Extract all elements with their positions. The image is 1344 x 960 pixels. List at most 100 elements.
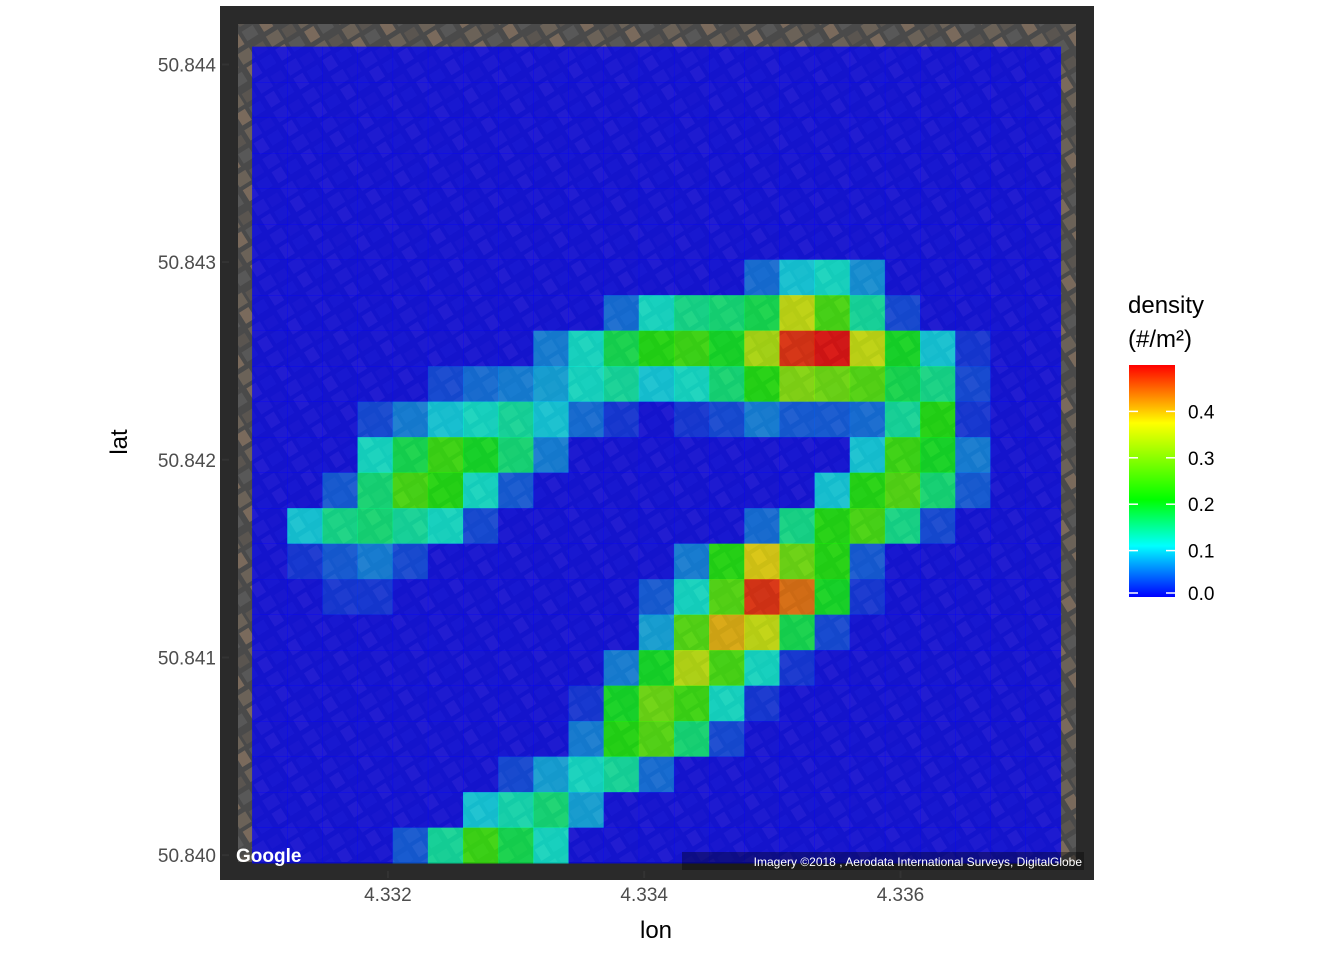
heatmap-cell xyxy=(884,472,921,509)
heatmap-cell xyxy=(322,508,358,545)
heatmap-cell xyxy=(673,792,710,828)
heatmap-cell xyxy=(568,82,605,119)
heatmap-cell xyxy=(533,827,569,864)
heatmap-cell xyxy=(357,650,394,686)
heatmap-cell xyxy=(427,153,464,190)
heatmap-cell xyxy=(638,330,675,367)
heatmap-cell xyxy=(498,792,534,828)
heatmap-cell xyxy=(884,46,921,83)
heatmap-cell xyxy=(779,579,815,616)
heatmap-cell xyxy=(1025,259,1062,296)
heatmap-cell xyxy=(252,153,288,190)
heatmap-cell xyxy=(638,685,675,722)
heatmap-cell xyxy=(568,543,605,580)
heatmap-cell xyxy=(392,46,429,83)
heatmap-cell xyxy=(252,685,288,722)
heatmap-cell xyxy=(252,543,288,580)
heatmap-cell xyxy=(673,401,710,438)
heatmap-cell xyxy=(955,295,991,332)
heatmap-cell xyxy=(814,792,851,828)
heatmap-cell xyxy=(498,472,534,509)
heatmap-cell xyxy=(920,437,956,474)
heatmap-cell xyxy=(744,188,780,225)
heatmap-cell xyxy=(849,650,886,686)
heatmap-cell xyxy=(744,827,780,864)
heatmap-cell xyxy=(392,756,429,793)
legend-label: 0.4 xyxy=(1188,402,1215,423)
heatmap-cell xyxy=(427,756,464,793)
legend-label: 0.3 xyxy=(1188,449,1214,470)
basemap-dark-border xyxy=(220,6,1094,880)
heatmap-cell xyxy=(779,437,815,474)
heatmap-cell xyxy=(498,330,534,367)
heatmap-cell xyxy=(322,650,358,686)
heatmap-cell xyxy=(463,614,499,651)
heatmap-cell xyxy=(849,792,886,828)
heatmap-cell xyxy=(357,685,394,722)
heatmap-cell xyxy=(884,330,921,367)
heatmap-cell xyxy=(673,153,710,190)
heatmap-cell xyxy=(990,650,1026,686)
heatmap-cell xyxy=(533,721,569,757)
heatmap-cell xyxy=(1025,224,1062,261)
heatmap-cell xyxy=(427,82,464,119)
heatmap-cell xyxy=(955,117,991,154)
heatmap-cell xyxy=(498,508,534,545)
heatmap-cell xyxy=(603,295,640,332)
heatmap-cell xyxy=(392,295,429,332)
heatmap-cell xyxy=(322,330,358,367)
heatmap-cell xyxy=(498,650,534,686)
heatmap-cell xyxy=(709,685,745,722)
heatmap-cell xyxy=(427,579,464,616)
heatmap-cell xyxy=(990,224,1026,261)
heatmap-cell xyxy=(990,685,1026,722)
heatmap-cell xyxy=(463,650,499,686)
heatmap-cell xyxy=(638,756,675,793)
heatmap-cell xyxy=(884,188,921,225)
heatmap-cell xyxy=(744,792,780,828)
heatmap-cell xyxy=(463,543,499,580)
heatmap-cell xyxy=(920,721,956,757)
heatmap-cell xyxy=(955,579,991,616)
heatmap-cell xyxy=(392,543,429,580)
heatmap-cell xyxy=(603,614,640,651)
heatmap-cell xyxy=(779,153,815,190)
heatmap-cell xyxy=(498,756,534,793)
heatmap-cell xyxy=(744,117,780,154)
heatmap-cell xyxy=(533,117,569,154)
x-axis-title: lon xyxy=(640,917,672,944)
heatmap-cell xyxy=(603,46,640,83)
heatmap-cell xyxy=(638,472,675,509)
heatmap-cell xyxy=(709,153,745,190)
heatmap-cell xyxy=(920,188,956,225)
heatmap-cell xyxy=(463,259,499,296)
heatmap-cell xyxy=(427,508,464,545)
heatmap-cell xyxy=(920,82,956,119)
heatmap-cell xyxy=(498,117,534,154)
heatmap-cell xyxy=(673,650,710,686)
heatmap-cell xyxy=(498,401,534,438)
heatmap-cell xyxy=(568,827,605,864)
heatmap-cell xyxy=(673,472,710,509)
heatmap-cell xyxy=(849,153,886,190)
heatmap-cell xyxy=(1025,685,1062,722)
heatmap-cell xyxy=(814,188,851,225)
color-legend: density (#/m²) 0.4 0.3 0.2 0.1 0.0 xyxy=(1128,292,1215,605)
heatmap-cell xyxy=(673,685,710,722)
heatmap-cell xyxy=(463,508,499,545)
heatmap-cell xyxy=(884,153,921,190)
heatmap-cell xyxy=(744,756,780,793)
heatmap-cell xyxy=(427,827,464,864)
heatmap-cell xyxy=(709,82,745,119)
heatmap-cell xyxy=(427,614,464,651)
heatmap-cell xyxy=(638,437,675,474)
heatmap-cell xyxy=(392,472,429,509)
heatmap-cell xyxy=(744,614,780,651)
heatmap-cell xyxy=(1025,117,1062,154)
heatmap-cell xyxy=(252,295,288,332)
heatmap-cell xyxy=(920,472,956,509)
heatmap-cell xyxy=(533,366,569,403)
heatmap-cell xyxy=(779,472,815,509)
heatmap-cell xyxy=(955,330,991,367)
heatmap-cell xyxy=(884,543,921,580)
